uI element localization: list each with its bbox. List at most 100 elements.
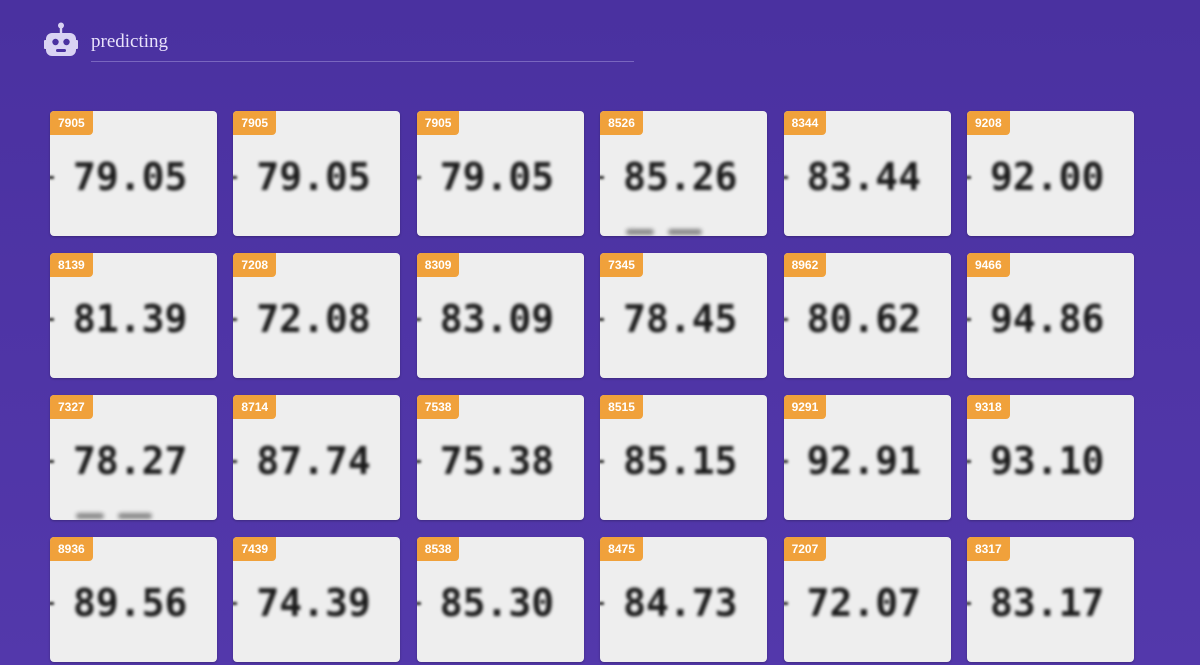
prediction-badge: 8515 — [600, 395, 643, 419]
meter-reading-text: 83.09 — [439, 297, 555, 341]
prediction-card[interactable]: 92.91 9291 — [783, 395, 951, 520]
robot-icon — [44, 22, 78, 56]
prediction-card[interactable]: 78.27 7327 — [50, 395, 217, 520]
prediction-badge: 7905 — [233, 111, 277, 135]
meter-reading-text: 72.08 — [256, 297, 371, 341]
meter-tick-mark — [416, 318, 421, 321]
prediction-grid: 79.05 7905 79.05 7905 79.05 7905 85.26 8526 83.4… — [50, 111, 1134, 662]
prediction-badge: 8139 — [50, 253, 93, 277]
prediction-badge: 7905 — [416, 111, 460, 135]
prediction-card[interactable]: 74.39 7439 — [233, 537, 401, 662]
prediction-badge: 7208 — [233, 253, 277, 277]
prediction-card[interactable]: 83.17 8317 — [966, 537, 1134, 662]
meter-reading-text: 83.44 — [806, 155, 921, 199]
meter-tick-mark — [50, 176, 54, 179]
meter-reading-text: 79.05 — [73, 155, 188, 199]
meter-reading-text: 84.73 — [623, 581, 738, 625]
prediction-badge: 8317 — [966, 537, 1010, 561]
prediction-card[interactable]: 80.62 8962 — [783, 253, 951, 378]
prediction-badge: 7207 — [783, 537, 827, 561]
meter-reading-text: 83.17 — [989, 581, 1105, 625]
meter-tick-mark — [783, 460, 788, 463]
prediction-card[interactable]: 83.44 8344 — [783, 111, 951, 236]
meter-reading-text: 92.00 — [989, 155, 1105, 199]
prediction-card[interactable]: 87.74 8714 — [233, 395, 401, 520]
prediction-badge: 7327 — [50, 395, 93, 419]
prediction-card[interactable]: 85.26 8526 — [600, 111, 768, 236]
prediction-card[interactable]: 92.00 9208 — [966, 111, 1134, 236]
prediction-badge: 9466 — [966, 253, 1010, 277]
meter-tick-mark — [600, 176, 605, 179]
prediction-badge: 8538 — [416, 537, 460, 561]
meter-tick-mark — [966, 460, 971, 463]
meter-reading-text: 85.26 — [623, 155, 738, 199]
meter-tick-mark — [233, 176, 238, 179]
prediction-card[interactable]: 83.09 8309 — [416, 253, 584, 378]
app-header: predicting — [44, 22, 634, 62]
prediction-card[interactable]: 85.30 8538 — [416, 537, 584, 662]
meter-reading-text: 87.74 — [256, 439, 371, 483]
meter-tick-mark — [966, 176, 971, 179]
meter-tick-mark — [783, 602, 788, 605]
app-title: predicting — [91, 31, 169, 52]
prediction-badge: 9318 — [966, 395, 1010, 419]
meter-reading-text: 93.10 — [989, 439, 1105, 483]
prediction-badge: 9208 — [966, 111, 1010, 135]
meter-tick-mark — [600, 602, 605, 605]
next-digit-row-partial — [620, 223, 710, 236]
meter-reading-text: 94.86 — [989, 297, 1105, 341]
prediction-card[interactable]: 81.39 8139 — [50, 253, 217, 378]
meter-reading-text: 81.39 — [73, 297, 188, 341]
prediction-card[interactable]: 79.05 7905 — [233, 111, 401, 236]
prediction-card[interactable]: 94.86 9466 — [966, 253, 1134, 378]
prediction-card[interactable]: 93.10 9318 — [966, 395, 1134, 520]
meter-reading-text: 78.27 — [73, 439, 188, 483]
meter-tick-mark — [233, 460, 238, 463]
meter-reading-text: 89.56 — [73, 581, 188, 625]
prediction-badge: 7439 — [233, 537, 277, 561]
meter-tick-mark — [233, 602, 238, 605]
meter-tick-mark — [50, 460, 54, 463]
prediction-badge: 7905 — [50, 111, 93, 135]
prediction-card[interactable]: 72.07 7207 — [783, 537, 951, 662]
meter-reading-text: 72.07 — [806, 581, 921, 625]
prediction-card[interactable]: 79.05 7905 — [416, 111, 584, 236]
prediction-badge: 7345 — [600, 253, 643, 277]
meter-reading-text: 74.39 — [256, 581, 371, 625]
prediction-card[interactable]: 75.38 7538 — [416, 395, 584, 520]
prediction-card[interactable]: 89.56 8936 — [50, 537, 217, 662]
prediction-card[interactable]: 85.15 8515 — [600, 395, 768, 520]
meter-tick-mark — [600, 460, 605, 463]
prediction-card[interactable]: 84.73 8475 — [600, 537, 768, 662]
meter-tick-mark — [966, 318, 971, 321]
meter-tick-mark — [50, 318, 54, 321]
meter-tick-mark — [416, 602, 421, 605]
prediction-badge: 8526 — [600, 111, 643, 135]
meter-reading-text: 85.30 — [439, 581, 555, 625]
meter-tick-mark — [416, 176, 421, 179]
meter-tick-mark — [966, 602, 971, 605]
prediction-badge: 8475 — [600, 537, 643, 561]
prediction-badge: 8714 — [233, 395, 277, 419]
meter-tick-mark — [783, 318, 788, 321]
prediction-badge: 8344 — [783, 111, 827, 135]
prediction-card[interactable]: 79.05 7905 — [50, 111, 217, 236]
prediction-badge: 7538 — [416, 395, 460, 419]
meter-reading-text: 78.45 — [623, 297, 738, 341]
meter-reading-text: 80.62 — [806, 297, 921, 341]
meter-tick-mark — [233, 318, 238, 321]
meter-tick-mark — [416, 460, 421, 463]
meter-tick-mark — [600, 318, 605, 321]
prediction-card[interactable]: 72.08 7208 — [233, 253, 401, 378]
prediction-card[interactable]: 78.45 7345 — [600, 253, 768, 378]
prediction-badge: 8309 — [416, 253, 460, 277]
header-divider — [91, 61, 634, 62]
meter-reading-text: 92.91 — [806, 439, 921, 483]
meter-reading-text: 75.38 — [439, 439, 555, 483]
meter-reading-text: 79.05 — [439, 155, 555, 199]
meter-tick-mark — [783, 176, 788, 179]
meter-reading-text: 85.15 — [623, 439, 738, 483]
next-digit-row-partial — [70, 507, 160, 520]
prediction-badge: 8936 — [50, 537, 93, 561]
prediction-badge: 8962 — [783, 253, 827, 277]
